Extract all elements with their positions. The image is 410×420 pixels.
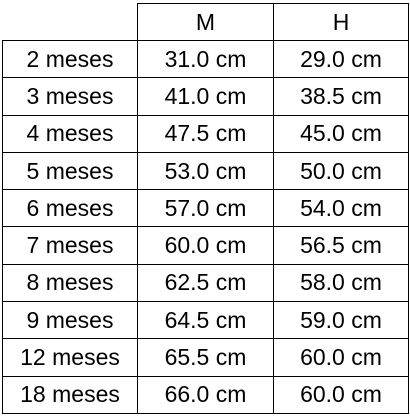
m-value-cell: 31.0 cm xyxy=(137,39,274,79)
column-header-m: M xyxy=(137,3,274,41)
age-cell: 6 meses xyxy=(2,189,138,228)
m-value-cell: 53.0 cm xyxy=(137,151,274,191)
age-cell: 3 meses xyxy=(2,77,138,116)
table-row: 12 meses 65.5 cm 60.0 cm xyxy=(2,338,409,377)
table-row: 2 meses 31.0 cm 29.0 cm xyxy=(2,39,409,79)
age-cell: 7 meses xyxy=(2,226,138,265)
age-cell: 8 meses xyxy=(2,263,138,303)
age-cell: 5 meses xyxy=(2,151,138,191)
header-row: M H xyxy=(2,3,409,41)
h-value-cell: 29.0 cm xyxy=(273,39,409,79)
column-header-h: H xyxy=(273,3,409,41)
age-cell: 18 meses xyxy=(2,375,138,414)
table-row: 8 meses 62.5 cm 58.0 cm xyxy=(2,263,409,303)
m-value-cell: 66.0 cm xyxy=(137,375,274,414)
table-row: 3 meses 41.0 cm 38.5 cm xyxy=(2,77,409,116)
h-value-cell: 54.0 cm xyxy=(273,189,409,228)
age-cell: 12 meses xyxy=(2,338,138,377)
age-cell: 2 meses xyxy=(2,39,138,79)
table-row: 7 meses 60.0 cm 56.5 cm xyxy=(2,226,409,265)
h-value-cell: 50.0 cm xyxy=(273,151,409,191)
data-table: M H 2 meses 31.0 cm 29.0 cm 3 meses 41.0… xyxy=(2,3,409,414)
m-value-cell: 64.5 cm xyxy=(137,301,274,340)
h-value-cell: 58.0 cm xyxy=(273,263,409,303)
h-value-cell: 59.0 cm xyxy=(273,301,409,340)
corner-cell xyxy=(2,3,138,41)
m-value-cell: 47.5 cm xyxy=(137,114,274,153)
m-value-cell: 41.0 cm xyxy=(137,77,274,116)
age-cell: 9 meses xyxy=(2,301,138,340)
m-value-cell: 62.5 cm xyxy=(137,263,274,303)
h-value-cell: 60.0 cm xyxy=(273,375,409,414)
table-row: 9 meses 64.5 cm 59.0 cm xyxy=(2,301,409,340)
age-cell: 4 meses xyxy=(2,114,138,153)
table-row: 18 meses 66.0 cm 60.0 cm xyxy=(2,375,409,414)
table-row: 6 meses 57.0 cm 54.0 cm xyxy=(2,189,409,228)
m-value-cell: 60.0 cm xyxy=(137,226,274,265)
h-value-cell: 56.5 cm xyxy=(273,226,409,265)
h-value-cell: 38.5 cm xyxy=(273,77,409,116)
table-row: 5 meses 53.0 cm 50.0 cm xyxy=(2,151,409,191)
h-value-cell: 45.0 cm xyxy=(273,114,409,153)
table-row: 4 meses 47.5 cm 45.0 cm xyxy=(2,114,409,153)
m-value-cell: 57.0 cm xyxy=(137,189,274,228)
m-value-cell: 65.5 cm xyxy=(137,338,274,377)
h-value-cell: 60.0 cm xyxy=(273,338,409,377)
